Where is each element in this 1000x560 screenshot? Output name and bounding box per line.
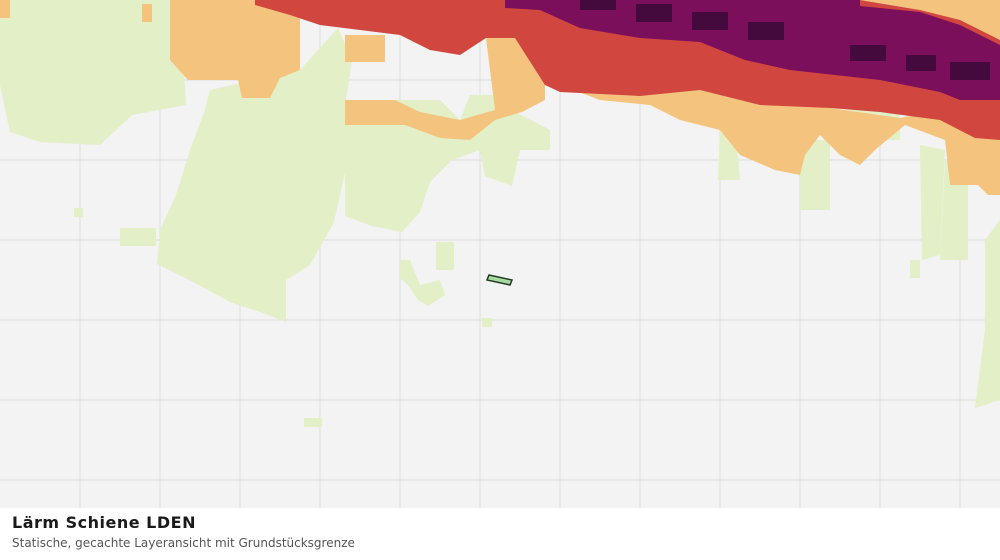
map: [0, 0, 1000, 508]
caption: Lärm Schiene LDEN Statische, gecachte La…: [0, 508, 1000, 560]
noise-zone-extreme: [580, 0, 990, 80]
noise-zone-very-high: [505, 0, 1000, 100]
noise-zone-medium: [0, 0, 1000, 195]
parcel-boundary: [485, 274, 514, 286]
map-subtitle: Statische, gecachte Layeransicht mit Gru…: [12, 536, 355, 550]
map-title: Lärm Schiene LDEN: [12, 513, 196, 532]
